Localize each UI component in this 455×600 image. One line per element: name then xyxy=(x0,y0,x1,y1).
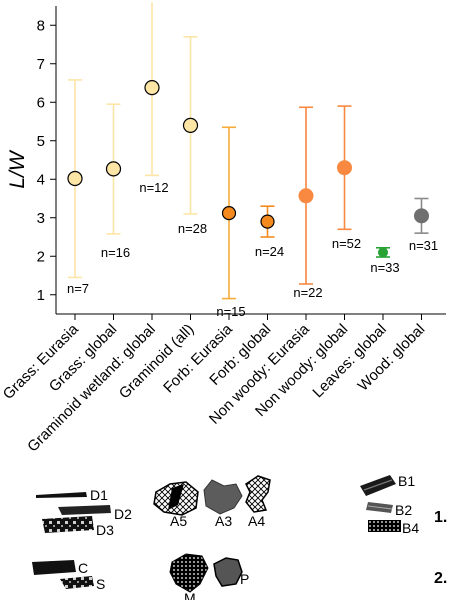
label-d2: D2 xyxy=(114,506,132,522)
label-c: C xyxy=(78,560,88,576)
shape-a3 xyxy=(203,479,243,515)
n-label: n=33 xyxy=(370,260,399,275)
data-point xyxy=(182,117,199,133)
shape-b1-stripe xyxy=(363,479,393,491)
n-label: n=28 xyxy=(178,221,207,236)
y-axis-label: L/W xyxy=(6,149,29,189)
y-tick-label: 7 xyxy=(37,56,45,73)
data-point xyxy=(337,160,352,176)
n-label: n=15 xyxy=(216,304,245,319)
y-tick-label: 6 xyxy=(37,94,45,111)
x-ticks xyxy=(74,314,422,320)
plot-area: 1 2 3 4 5 6 7 8 n=7 n=16 n=12 n=28 n=15 n=24 n=22 n=52… xyxy=(0,2,446,455)
y-tick-label: 3 xyxy=(37,210,45,227)
shape-a4 xyxy=(245,475,271,513)
data-point xyxy=(378,247,388,258)
n-label: n=7 xyxy=(67,281,89,296)
y-tick-label: 2 xyxy=(37,248,45,265)
label-d3: D3 xyxy=(96,522,114,538)
shape-s xyxy=(60,576,94,589)
sample-size-labels: n=7 n=16 n=12 n=28 n=15 n=24 n=22 n=52 n=33 n=31 xyxy=(67,180,438,319)
data-point xyxy=(105,161,122,177)
shape-b2-stripe xyxy=(367,505,393,510)
shape-legend: D1 D2 D3 A5 A3 A4 B1 B2 B4 1. C S M P 2. xyxy=(32,473,447,600)
n-label: n=24 xyxy=(255,244,284,259)
data-point xyxy=(298,188,314,204)
label-b2: B2 xyxy=(395,502,412,518)
y-tick-label: 1 xyxy=(37,287,45,304)
data-point xyxy=(414,208,429,224)
data-points xyxy=(67,80,429,258)
data-point xyxy=(67,170,83,187)
label-a4: A4 xyxy=(248,513,265,529)
row-label-1: 1. xyxy=(434,509,447,526)
shape-p xyxy=(213,557,243,587)
label-b1: B1 xyxy=(398,473,415,489)
label-s: S xyxy=(96,576,105,592)
label-d1: D1 xyxy=(90,487,108,503)
y-tick-label: 4 xyxy=(37,171,45,188)
shape-d2 xyxy=(58,505,111,515)
data-point xyxy=(221,206,237,221)
n-label: n=12 xyxy=(139,180,168,195)
error-bars xyxy=(68,2,429,300)
n-label: n=52 xyxy=(332,236,361,251)
shape-b4 xyxy=(368,520,401,532)
y-tick-label: 8 xyxy=(37,17,45,34)
y-ticks: 1 2 3 4 5 6 7 8 xyxy=(37,17,56,304)
data-point xyxy=(144,80,160,96)
label-a5: A5 xyxy=(170,513,187,529)
row-label-2: 2. xyxy=(434,570,447,587)
label-p: P xyxy=(240,571,249,587)
n-label: n=22 xyxy=(293,285,322,300)
shape-d1 xyxy=(36,492,87,498)
shape-a5-inner xyxy=(168,484,184,510)
y-tick-label: 5 xyxy=(37,133,45,150)
label-a3: A3 xyxy=(215,513,232,529)
data-point xyxy=(260,214,275,229)
shape-d3 xyxy=(42,516,94,533)
label-b4: B4 xyxy=(402,520,419,536)
n-label: n=16 xyxy=(101,245,130,260)
shape-c xyxy=(32,560,76,575)
shape-m xyxy=(169,553,209,593)
label-m: M xyxy=(184,590,196,600)
n-label: n=31 xyxy=(409,238,438,253)
